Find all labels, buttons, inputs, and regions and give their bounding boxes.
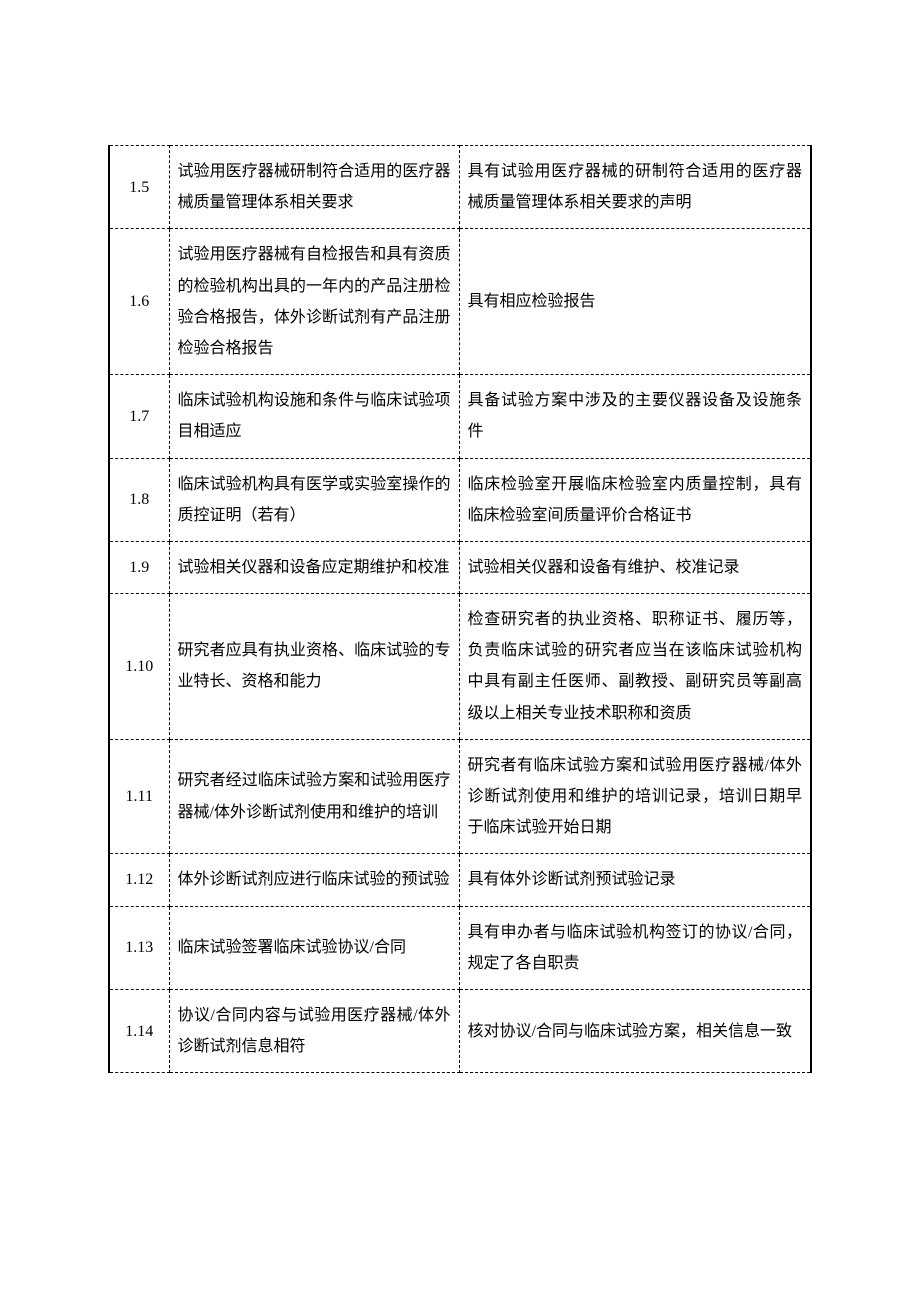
- row-requirement: 试验相关仪器和设备应定期维护和校准: [169, 541, 459, 593]
- row-number: 1.6: [109, 229, 169, 375]
- table-row: 1.12 体外诊断试剂应进行临床试验的预试验 具有体外诊断试剂预试验记录: [109, 854, 811, 906]
- row-number: 1.11: [109, 739, 169, 854]
- table-row: 1.5 试验用医疗器械研制符合适用的医疗器械质量管理体系相关要求 具有试验用医疗…: [109, 146, 811, 229]
- row-number: 1.7: [109, 375, 169, 458]
- row-requirement: 体外诊断试剂应进行临床试验的预试验: [169, 854, 459, 906]
- table-row: 1.9 试验相关仪器和设备应定期维护和校准 试验相关仪器和设备有维护、校准记录: [109, 541, 811, 593]
- row-requirement: 协议/合同内容与试验用医疗器械/体外诊断试剂信息相符: [169, 989, 459, 1072]
- table-row: 1.8 临床试验机构具有医学或实验室操作的质控证明（若有） 临床检验室开展临床检…: [109, 458, 811, 541]
- row-evidence: 检查研究者的执业资格、职称证书、履历等，负责临床试验的研究者应当在该临床试验机构…: [459, 594, 811, 740]
- table-row: 1.13 临床试验签署临床试验协议/合同 具有申办者与临床试验机构签订的协议/合…: [109, 906, 811, 989]
- row-evidence: 试验相关仪器和设备有维护、校准记录: [459, 541, 811, 593]
- row-requirement: 试验用医疗器械有自检报告和具有资质的检验机构出具的一年内的产品注册检验合格报告，…: [169, 229, 459, 375]
- row-requirement: 临床试验机构具有医学或实验室操作的质控证明（若有）: [169, 458, 459, 541]
- table-body: 1.5 试验用医疗器械研制符合适用的医疗器械质量管理体系相关要求 具有试验用医疗…: [109, 146, 811, 1073]
- row-number: 1.9: [109, 541, 169, 593]
- row-number: 1.12: [109, 854, 169, 906]
- row-evidence: 具有相应检验报告: [459, 229, 811, 375]
- row-evidence: 具有申办者与临床试验机构签订的协议/合同，规定了各自职责: [459, 906, 811, 989]
- row-evidence: 具有试验用医疗器械的研制符合适用的医疗器械质量管理体系相关要求的声明: [459, 146, 811, 229]
- row-requirement: 临床试验签署临床试验协议/合同: [169, 906, 459, 989]
- row-evidence: 研究者有临床试验方案和试验用医疗器械/体外诊断试剂使用和维护的培训记录，培训日期…: [459, 739, 811, 854]
- table-row: 1.11 研究者经过临床试验方案和试验用医疗器械/体外诊断试剂使用和维护的培训 …: [109, 739, 811, 854]
- row-evidence: 临床检验室开展临床检验室内质量控制，具有临床检验室间质量评价合格证书: [459, 458, 811, 541]
- row-number: 1.10: [109, 594, 169, 740]
- row-evidence: 具有体外诊断试剂预试验记录: [459, 854, 811, 906]
- row-requirement: 研究者应具有执业资格、临床试验的专业特长、资格和能力: [169, 594, 459, 740]
- row-requirement: 临床试验机构设施和条件与临床试验项目相适应: [169, 375, 459, 458]
- table-row: 1.10 研究者应具有执业资格、临床试验的专业特长、资格和能力 检查研究者的执业…: [109, 594, 811, 740]
- row-number: 1.13: [109, 906, 169, 989]
- table-row: 1.14 协议/合同内容与试验用医疗器械/体外诊断试剂信息相符 核对协议/合同与…: [109, 989, 811, 1072]
- row-requirement: 试验用医疗器械研制符合适用的医疗器械质量管理体系相关要求: [169, 146, 459, 229]
- row-evidence: 核对协议/合同与临床试验方案，相关信息一致: [459, 989, 811, 1072]
- row-requirement: 研究者经过临床试验方案和试验用医疗器械/体外诊断试剂使用和维护的培训: [169, 739, 459, 854]
- table-row: 1.6 试验用医疗器械有自检报告和具有资质的检验机构出具的一年内的产品注册检验合…: [109, 229, 811, 375]
- row-number: 1.5: [109, 146, 169, 229]
- table-row: 1.7 临床试验机构设施和条件与临床试验项目相适应 具备试验方案中涉及的主要仪器…: [109, 375, 811, 458]
- row-number: 1.8: [109, 458, 169, 541]
- row-evidence: 具备试验方案中涉及的主要仪器设备及设施条件: [459, 375, 811, 458]
- row-number: 1.14: [109, 989, 169, 1072]
- requirements-table: 1.5 试验用医疗器械研制符合适用的医疗器械质量管理体系相关要求 具有试验用医疗…: [108, 145, 812, 1073]
